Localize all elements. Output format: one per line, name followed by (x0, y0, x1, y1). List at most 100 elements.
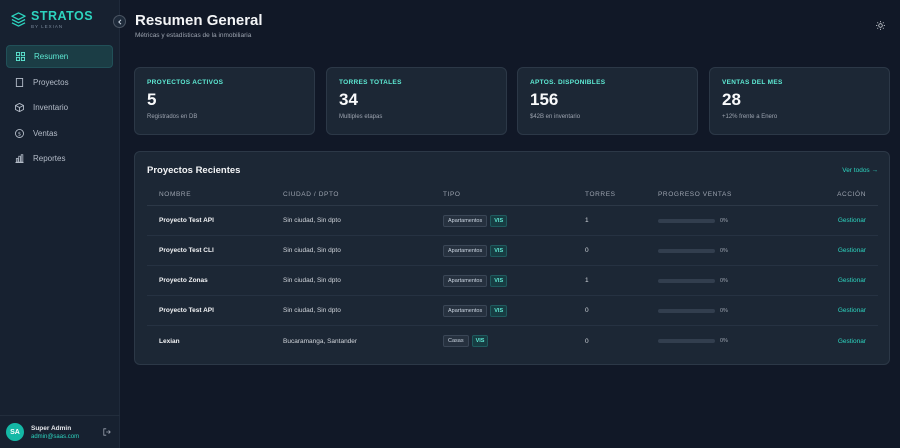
sidebar-item-resumen[interactable]: Resumen (6, 45, 113, 68)
view-all-link[interactable]: Ver todos → (842, 167, 878, 174)
sales-progress: 0% (658, 206, 728, 235)
user-email: admin@saas.com (31, 433, 80, 440)
box-icon (15, 103, 24, 112)
table-row: Proyecto Zonas Sin ciudad, Sin dpto Aparta… (147, 266, 878, 296)
manage-link[interactable]: Gestionar (837, 247, 866, 254)
column-header-torres: TORRES (585, 190, 616, 198)
stat-card-aptos: APTOS. DISPONIBLES 156 $42B en inventari… (517, 67, 698, 135)
progress-bar (658, 308, 715, 313)
avatar: SA (6, 423, 24, 441)
stat-note: Multiples etapas (339, 114, 383, 120)
chevron-left-icon (117, 18, 121, 25)
vis-badge: VIS (490, 304, 508, 317)
sidebar-item-label: Ventas (33, 128, 58, 138)
table-row: Lexian Bucaramanga, Santander Casas VIS 0 0% G… (147, 326, 878, 356)
vis-badge: VIS (471, 335, 489, 347)
project-towers: 1 (585, 217, 589, 224)
progress-percent: 0% (720, 247, 728, 254)
bar-chart-icon (15, 154, 24, 163)
stat-label: TORRES TOTALES (339, 79, 402, 86)
project-city: Sin ciudad, Sin dpto (283, 247, 341, 254)
sidebar-item-label: Resumen (34, 52, 69, 61)
progress-bar (658, 339, 715, 343)
project-type: Casas VIS (443, 326, 489, 356)
sidebar-item-inventario[interactable]: Inventario (6, 96, 113, 119)
project-city: Sin ciudad, Sin dpto (283, 277, 341, 284)
project-name: Proyecto Test API (159, 217, 214, 224)
brand-logo[interactable]: STRATOS BY LEXIAN (11, 10, 93, 29)
column-header-tipo: TIPO (443, 190, 461, 198)
stat-card-proyectos: PROYECTOS ACTIVOS 5 Registrados en DB (134, 67, 315, 135)
table-row: Proyecto Test CLI Sin ciudad, Sin dpto Apa… (147, 236, 878, 266)
type-badge: Casas (443, 335, 469, 347)
sales-progress: 0% (658, 266, 728, 295)
sun-icon[interactable] (876, 21, 885, 30)
manage-link[interactable]: Gestionar (837, 337, 866, 345)
dollar-icon: $ (15, 128, 24, 138)
layers-icon (11, 12, 26, 27)
stat-value: 5 (147, 90, 157, 109)
user-name: Super Admin (31, 424, 72, 432)
recent-projects-panel: Proyectos Recientes Ver todos → NOMBRE C… (134, 151, 890, 365)
progress-percent: 0% (720, 338, 728, 344)
progress-percent: 0% (720, 307, 728, 314)
project-city: Sin ciudad, Sin dpto (283, 217, 341, 224)
vis-badge: VIS (490, 244, 508, 257)
progress-bar (658, 248, 715, 253)
project-name: Proyecto Test API (159, 307, 214, 314)
progress-percent: 0% (720, 217, 728, 224)
user-profile[interactable]: SA Super Admin admin@saas.com (0, 415, 120, 448)
type-badge: Apartamentos (443, 244, 488, 257)
manage-link[interactable]: Gestionar (837, 277, 866, 284)
sidebar-nav: Resumen Proyectos Inventario $ (6, 45, 113, 173)
sales-progress: 0% (658, 236, 728, 265)
sidebar-item-label: Proyectos (33, 77, 69, 87)
manage-link[interactable]: Gestionar (837, 307, 866, 314)
column-header-nombre: NOMBRE (159, 190, 192, 198)
collapse-sidebar-button[interactable] (113, 15, 126, 28)
project-name: Lexian (159, 337, 180, 345)
projects-table: NOMBRE CIUDAD / DPTO TIPO TORRES PROGRES… (147, 183, 878, 356)
project-type: Apartamentos VIS (443, 236, 508, 265)
column-header-progreso: PROGRESO VENTAS (658, 190, 732, 198)
project-city: Bucaramanga, Santander (283, 337, 358, 345)
brand-name: STRATOS (31, 9, 94, 23)
manage-link[interactable]: Gestionar (837, 217, 866, 224)
page-subtitle: Métricas y estadísticas de la inmobiliar… (135, 32, 252, 39)
project-name: Proyecto Zonas (159, 277, 208, 284)
sidebar-item-label: Inventario (33, 103, 69, 112)
stat-label: APTOS. DISPONIBLES (530, 79, 606, 86)
project-city: Sin ciudad, Sin dpto (283, 307, 341, 314)
project-type: Apartamentos VIS (443, 266, 508, 295)
project-towers: 0 (585, 247, 589, 254)
sidebar-item-label: Reportes (33, 154, 66, 163)
progress-bar (658, 278, 715, 283)
grid-icon (16, 52, 25, 61)
stat-value: 28 (722, 90, 741, 109)
progress-percent: 0% (720, 277, 728, 284)
table-header: NOMBRE CIUDAD / DPTO TIPO TORRES PROGRES… (147, 183, 878, 206)
stat-label: PROYECTOS ACTIVOS (147, 79, 224, 86)
sidebar-item-ventas[interactable]: $ Ventas (6, 122, 113, 145)
type-badge: Apartamentos (443, 304, 488, 317)
stat-card-ventas: VENTAS DEL MES 28 +12% frente a Enero (709, 67, 890, 135)
table-row: Proyecto Test API Sin ciudad, Sin dpto Apa… (147, 296, 878, 326)
svg-text:$: $ (18, 131, 21, 137)
sidebar-item-reportes[interactable]: Reportes (6, 147, 113, 170)
table-row: Proyecto Test API Sin ciudad, Sin dpto Apa… (147, 206, 878, 236)
panel-title: Proyectos Recientes (147, 165, 241, 176)
vis-badge: VIS (490, 214, 508, 227)
project-name: Proyecto Test CLI (159, 247, 214, 254)
type-badge: Apartamentos (443, 214, 488, 227)
project-towers: 0 (585, 337, 589, 345)
building-icon (15, 77, 24, 87)
stat-value: 34 (339, 90, 358, 109)
logout-icon[interactable] (103, 428, 111, 436)
brand-subtitle: BY LEXIAN (31, 24, 64, 29)
column-header-accion: ACCIÓN (837, 190, 866, 198)
project-type: Apartamentos VIS (443, 206, 508, 235)
stat-note: Registrados en DB (147, 114, 198, 120)
sidebar-item-proyectos[interactable]: Proyectos (6, 71, 113, 94)
stat-note: $42B en inventario (530, 114, 581, 120)
project-towers: 1 (585, 277, 589, 284)
